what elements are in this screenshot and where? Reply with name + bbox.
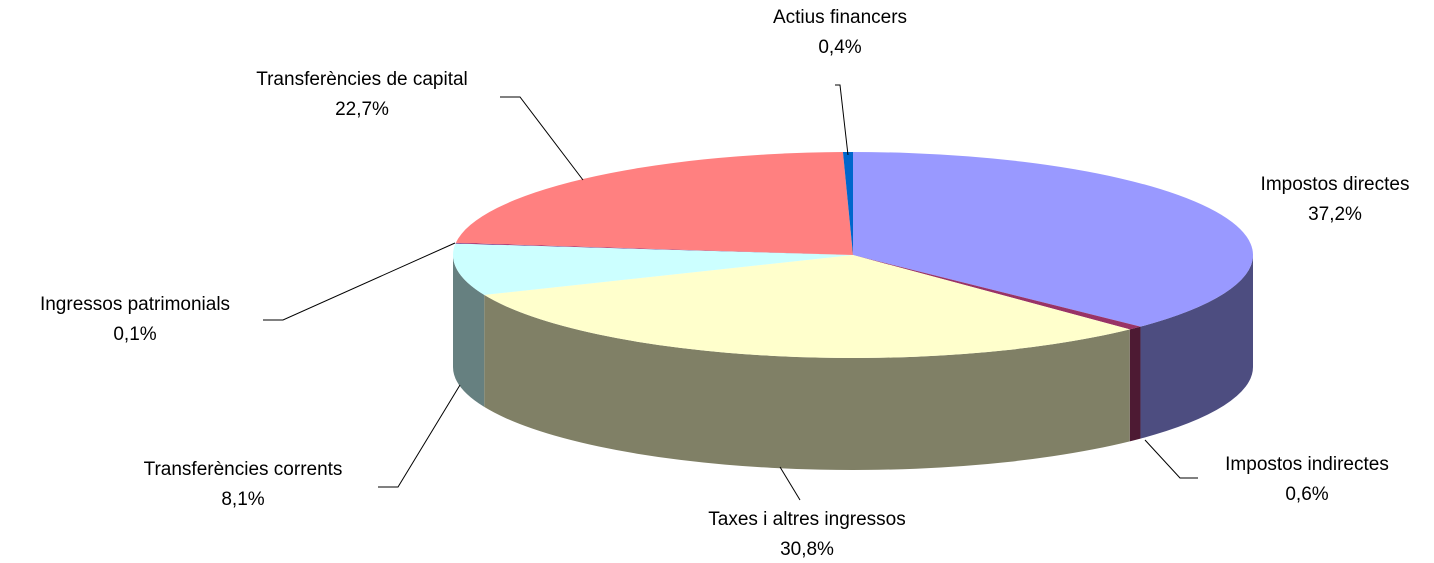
- leader-line: [835, 84, 849, 156]
- slice-label: Taxes i altres ingressos: [708, 509, 905, 530]
- slice-label: Impostos directes: [1261, 174, 1410, 195]
- slice: [853, 152, 1253, 327]
- slice-label: Actius financers: [773, 7, 907, 28]
- slice: [455, 152, 853, 255]
- slice: [853, 255, 1141, 330]
- slice: [842, 152, 853, 255]
- slice-side: [453, 255, 485, 407]
- slice-value-label: 30,8%: [780, 539, 834, 560]
- slice-label: Ingressos patrimonials: [40, 294, 230, 315]
- leader-line: [1144, 439, 1198, 479]
- slice: [455, 242, 853, 255]
- slice-side: [1140, 255, 1253, 439]
- slice-side: [1129, 326, 1141, 442]
- leader-line: [378, 384, 461, 488]
- slice-value-label: 0,6%: [1285, 484, 1328, 505]
- slice-value-label: 0,1%: [113, 324, 156, 345]
- slice-label: Transferències de capital: [256, 69, 468, 90]
- leader-line: [263, 242, 456, 321]
- slice-value-label: 0,4%: [818, 37, 861, 58]
- slice-label: Transferències corrents: [144, 459, 343, 480]
- slice-value-label: 37,2%: [1308, 204, 1362, 225]
- leader-line: [779, 466, 801, 501]
- slice-value-label: 8,1%: [221, 489, 264, 510]
- slice-label: Impostos indirectes: [1225, 454, 1389, 475]
- slice: [484, 255, 1130, 358]
- slice-side: [484, 294, 1130, 470]
- slice-value-label: 22,7%: [335, 99, 389, 120]
- slice: [452, 243, 853, 295]
- pie-sides: [453, 255, 1253, 470]
- pie-tops: [452, 152, 1253, 358]
- leader-line: [500, 96, 584, 181]
